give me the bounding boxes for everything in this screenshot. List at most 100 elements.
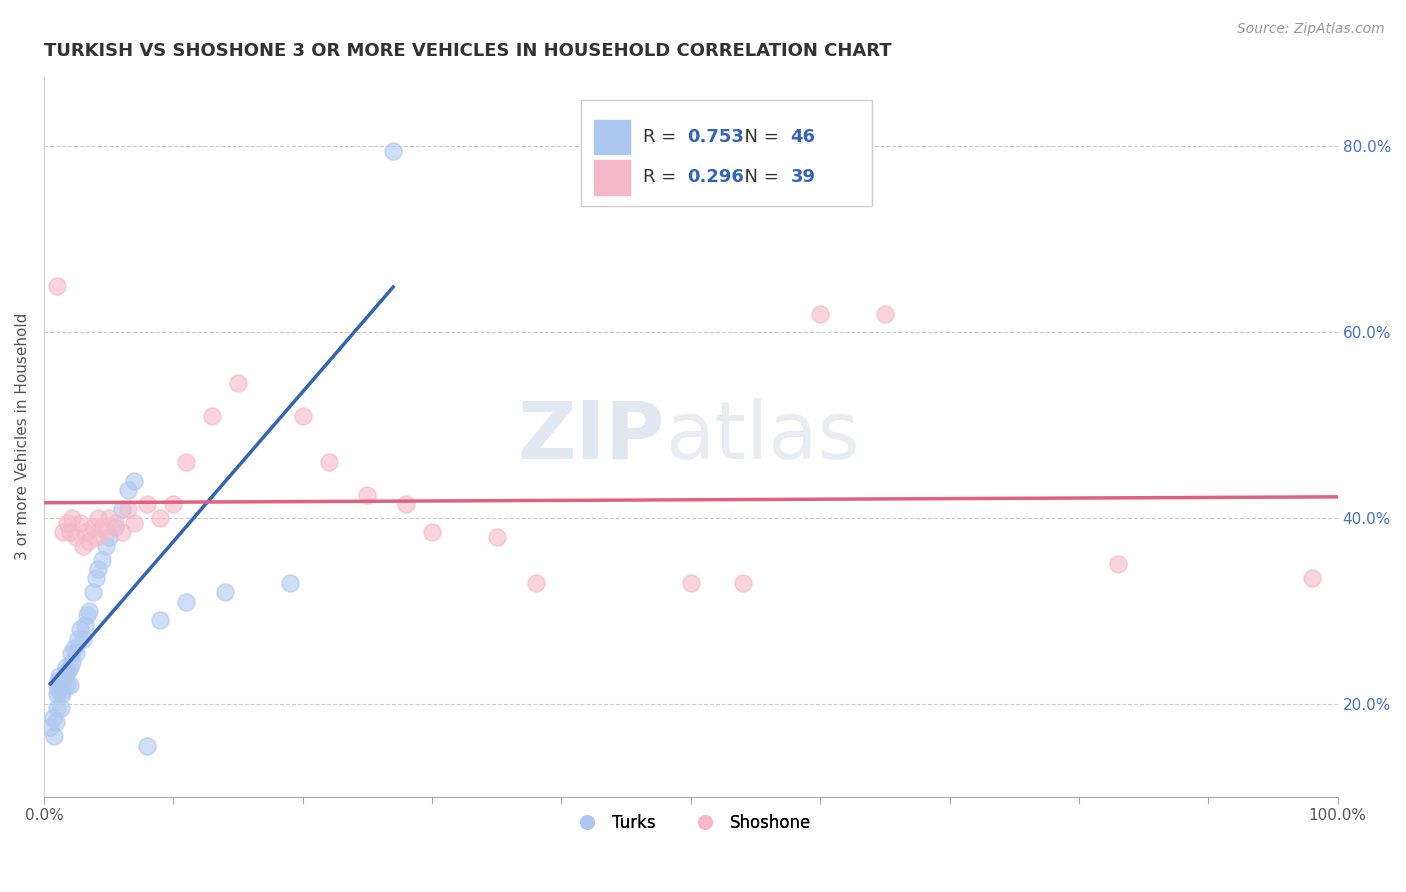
Point [46, 682, 69, 697]
Point [395, 497, 418, 511]
Point [66, 632, 89, 646]
Legend: Turks, Shoshone: Turks, Shoshone [564, 807, 818, 838]
Point [65, 529, 87, 543]
Point [420, 524, 443, 539]
Point [731, 576, 754, 591]
Point [136, 739, 159, 753]
Text: 0.296: 0.296 [688, 169, 744, 186]
Point [136, 497, 159, 511]
Point [55, 659, 77, 673]
Text: atlas: atlas [665, 398, 859, 475]
Text: R =: R = [643, 128, 682, 146]
Point [48, 669, 70, 683]
Point [39, 720, 62, 734]
Point [356, 488, 378, 502]
Point [69, 516, 91, 530]
FancyBboxPatch shape [581, 100, 872, 206]
Point [124, 474, 146, 488]
Point [291, 409, 314, 423]
Point [117, 483, 139, 497]
Point [53, 669, 76, 683]
Point [56, 678, 79, 692]
Point [52, 682, 75, 697]
Text: TURKISH VS SHOSHONE 3 OR MORE VEHICLES IN HOUSEHOLD CORRELATION CHART: TURKISH VS SHOSHONE 3 OR MORE VEHICLES I… [44, 42, 891, 60]
Point [97, 529, 120, 543]
Point [60, 511, 83, 525]
Point [117, 501, 139, 516]
FancyBboxPatch shape [593, 161, 630, 194]
Point [82, 520, 104, 534]
Point [485, 529, 508, 543]
Point [49, 701, 72, 715]
Point [65, 646, 87, 660]
Point [51, 688, 73, 702]
Point [124, 516, 146, 530]
Point [278, 576, 301, 591]
Point [56, 516, 79, 530]
FancyBboxPatch shape [593, 120, 630, 154]
Point [226, 376, 249, 391]
Point [45, 678, 67, 692]
Point [69, 623, 91, 637]
Point [60, 646, 83, 660]
Point [45, 701, 67, 715]
Point [82, 585, 104, 599]
Point [84, 571, 107, 585]
Point [87, 562, 110, 576]
Point [94, 539, 117, 553]
Point [1107, 558, 1129, 572]
Point [201, 409, 224, 423]
Point [44, 729, 66, 743]
Point [84, 529, 107, 543]
Point [59, 524, 82, 539]
Text: Source: ZipAtlas.com: Source: ZipAtlas.com [1237, 22, 1385, 37]
Point [873, 306, 896, 320]
Point [91, 520, 114, 534]
Text: N =: N = [734, 169, 785, 186]
Text: N =: N = [734, 128, 785, 146]
Point [77, 534, 100, 549]
Point [174, 594, 197, 608]
Point [808, 306, 831, 320]
Point [42, 711, 65, 725]
Point [149, 511, 172, 525]
Text: ZIP: ZIP [517, 398, 665, 475]
Point [104, 520, 127, 534]
Point [214, 585, 236, 599]
Point [679, 576, 702, 591]
Point [91, 553, 114, 567]
Point [59, 678, 82, 692]
Point [94, 524, 117, 539]
Point [45, 688, 67, 702]
Point [45, 278, 67, 293]
Text: 39: 39 [790, 169, 815, 186]
Point [59, 659, 82, 673]
Y-axis label: 3 or more Vehicles in Household: 3 or more Vehicles in Household [15, 313, 30, 560]
Point [75, 617, 97, 632]
Point [44, 715, 66, 730]
Point [60, 655, 83, 669]
Point [162, 497, 184, 511]
Point [46, 673, 69, 688]
Point [104, 516, 127, 530]
Point [382, 144, 405, 158]
Point [77, 604, 100, 618]
Point [72, 539, 94, 553]
Point [87, 511, 110, 525]
Point [1301, 571, 1323, 585]
Point [58, 665, 80, 679]
Point [72, 632, 94, 646]
Text: R =: R = [643, 169, 682, 186]
Point [318, 455, 340, 469]
Point [110, 524, 132, 539]
Point [174, 455, 197, 469]
Point [62, 640, 84, 655]
Point [149, 613, 172, 627]
Text: 46: 46 [790, 128, 815, 146]
Point [75, 524, 97, 539]
Point [52, 673, 75, 688]
Point [76, 608, 98, 623]
Text: 0.753: 0.753 [688, 128, 744, 146]
Point [97, 511, 120, 525]
Point [110, 501, 132, 516]
